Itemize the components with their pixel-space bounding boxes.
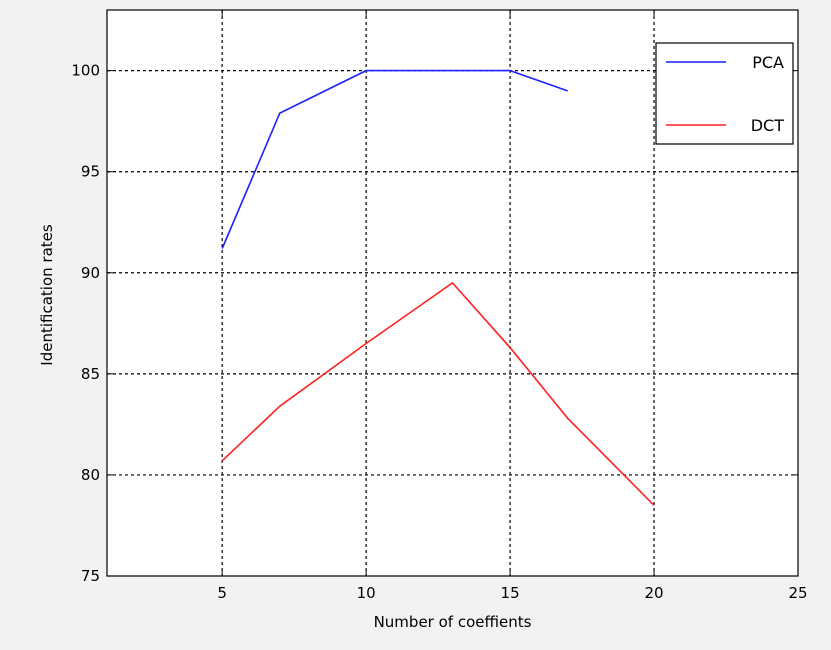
x-tick-label: 20 [644,584,663,602]
x-axis-label: Number of coeffients [374,613,532,631]
legend-label-dct: DCT [751,116,784,135]
x-tick-label: 10 [357,584,376,602]
x-tick-label: 5 [217,584,227,602]
axes-frame [106,9,799,577]
y-tick-label: 100 [71,62,100,80]
grid-lines [107,10,798,576]
axis-ticks: 5 10 15 20 25 75 80 85 90 95 100 [71,10,808,602]
series-lines [221,69,655,506]
y-axis-label: Identification rates [38,224,56,366]
x-tick-label: 25 [788,584,807,602]
series-line-pca [221,69,568,249]
legend-box [655,42,794,145]
y-tick-label: 75 [81,567,100,585]
y-tick-label: 80 [81,466,100,484]
y-tick-label: 85 [81,365,100,383]
y-tick-label: 95 [81,163,100,181]
x-tick-label: 15 [501,584,520,602]
y-tick-label: 90 [81,264,100,282]
legend-label-pca: PCA [752,53,784,72]
series-line-dct [221,282,655,506]
legend: PCA DCT [655,42,794,145]
